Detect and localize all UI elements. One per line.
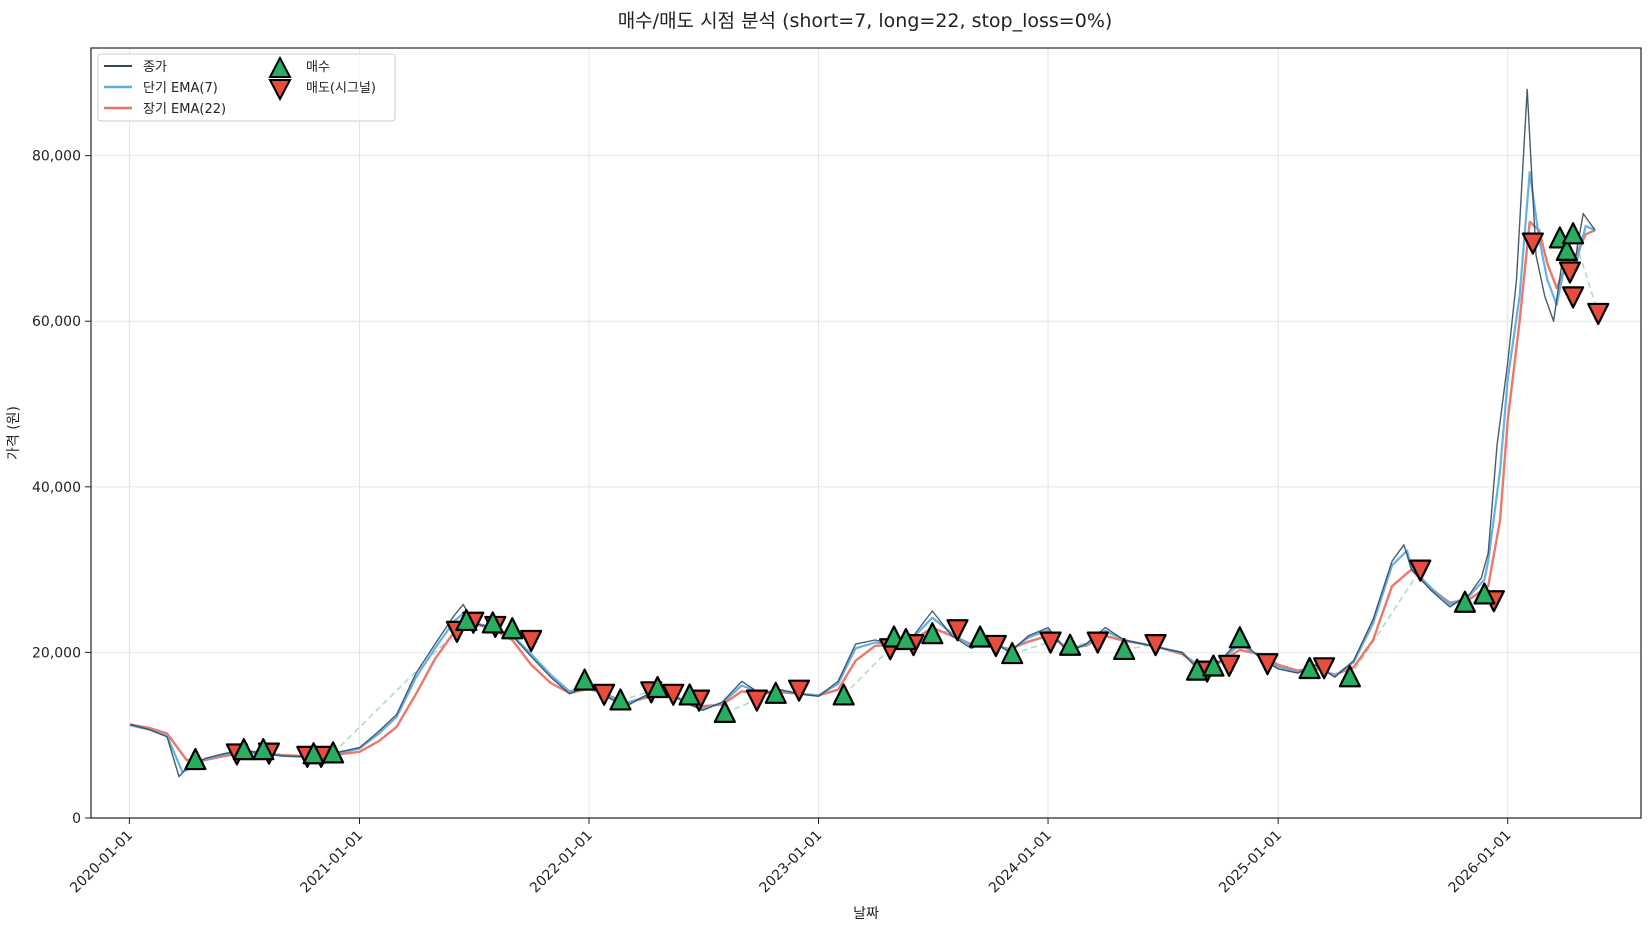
buy-marker [764,681,787,704]
series-ema-long-line [129,220,1596,762]
sell-marker [1218,654,1241,677]
sell-marker [1144,634,1167,657]
x-tick-label: 2024-01-01 [986,828,1055,897]
sell-marker [1558,261,1582,284]
sell-marker [520,629,543,653]
buy-marker [921,622,944,645]
buy-marker [1473,582,1496,605]
buy-marker [1298,656,1321,680]
legend-buy-label: 매수 [306,60,330,75]
buy-marker [1228,626,1251,649]
buy-marker [1001,641,1024,665]
legend-close-label: 종가 [143,60,167,75]
sell-marker [1521,232,1544,255]
buy-marker [481,611,504,634]
x-axis-label: 날짜 [853,906,879,922]
chart-title: 매수/매도 시점 분석 (short=7, long=22, stop_loss… [618,10,1113,32]
x-tick-label: 2020-01-01 [67,828,136,897]
y-axis-ticks: 0 20,000 40,000 60,000 80,000 [32,149,91,827]
legend: 종가 단기 EMA(7) 장기 EMA(22) 매수 매도(시그널) [97,53,396,122]
buy-marker [232,738,255,761]
trade-link-line [843,647,891,697]
trade-link-line [332,630,458,754]
sell-marker [1256,653,1279,676]
buy-marker [302,742,325,765]
x-tick-label: 2021-01-01 [297,828,366,897]
trade-link-line [1349,569,1421,678]
legend-sell-label: 매도(시그널) [306,81,376,96]
sell-marker [946,619,969,642]
sell-marker [1409,559,1432,582]
buy-marker [1113,637,1136,661]
buy-marker [573,668,596,691]
buy-marker [321,741,345,764]
buy-marker [1058,633,1082,656]
sell-marker [1086,631,1109,654]
series-lines [129,88,1596,778]
sell-marker [1587,302,1610,326]
buy-marker [184,747,207,771]
y-tick-label: 40,000 [32,480,81,496]
sell-marker [662,683,685,706]
grid [91,48,1641,819]
buy-marker [1453,590,1477,613]
buy-marker [832,683,855,706]
plot-frame [90,47,1642,819]
buy-marker [1202,654,1225,677]
buy-marker [1185,658,1209,681]
buy-marker [894,627,918,651]
buy-marker [1555,238,1578,261]
y-tick-label: 60,000 [32,314,81,330]
legend-box [97,53,396,122]
buy-marker [713,700,736,723]
sell-marker [745,689,769,712]
x-tick-label: 2026-01-01 [1446,828,1515,897]
series-close-line [129,88,1596,778]
buy-marker [678,683,701,706]
y-tick-label: 20,000 [32,645,81,661]
y-axis-label: 가격 (원) [6,406,22,460]
x-tick-label: 2023-01-01 [756,828,825,897]
sell-marker [1561,286,1585,309]
x-axis-ticks: 2020-01-01 2021-01-01 2022-01-01 2023-01-01… [67,818,1515,897]
sell-marker [1312,657,1336,680]
trade-links [195,234,1600,761]
legend-ema-long-label: 장기 EMA(22) [143,102,226,117]
trade-link-line [1011,640,1051,655]
buy-marker [969,625,992,648]
x-tick-label: 2025-01-01 [1216,828,1285,897]
buy-marker [1338,665,1361,688]
legend-buy-marker [268,55,292,78]
buy-marker [455,608,478,632]
signal-markers [184,222,1610,771]
x-tick-label: 2022-01-01 [527,828,596,897]
buy-marker [252,738,275,761]
sell-marker [787,679,811,702]
y-tick-label: 0 [72,811,81,827]
series-ema-short-line [129,171,1596,773]
buy-marker [501,617,524,640]
buy-marker [646,675,669,699]
sell-marker [593,683,616,706]
buy-marker [1561,222,1585,245]
legend-ema-short-label: 단기 EMA(7) [143,81,218,96]
buy-marker [609,688,632,711]
legend-sell-marker [268,79,292,102]
sell-marker [1039,631,1062,654]
y-tick-label: 80,000 [32,149,81,165]
